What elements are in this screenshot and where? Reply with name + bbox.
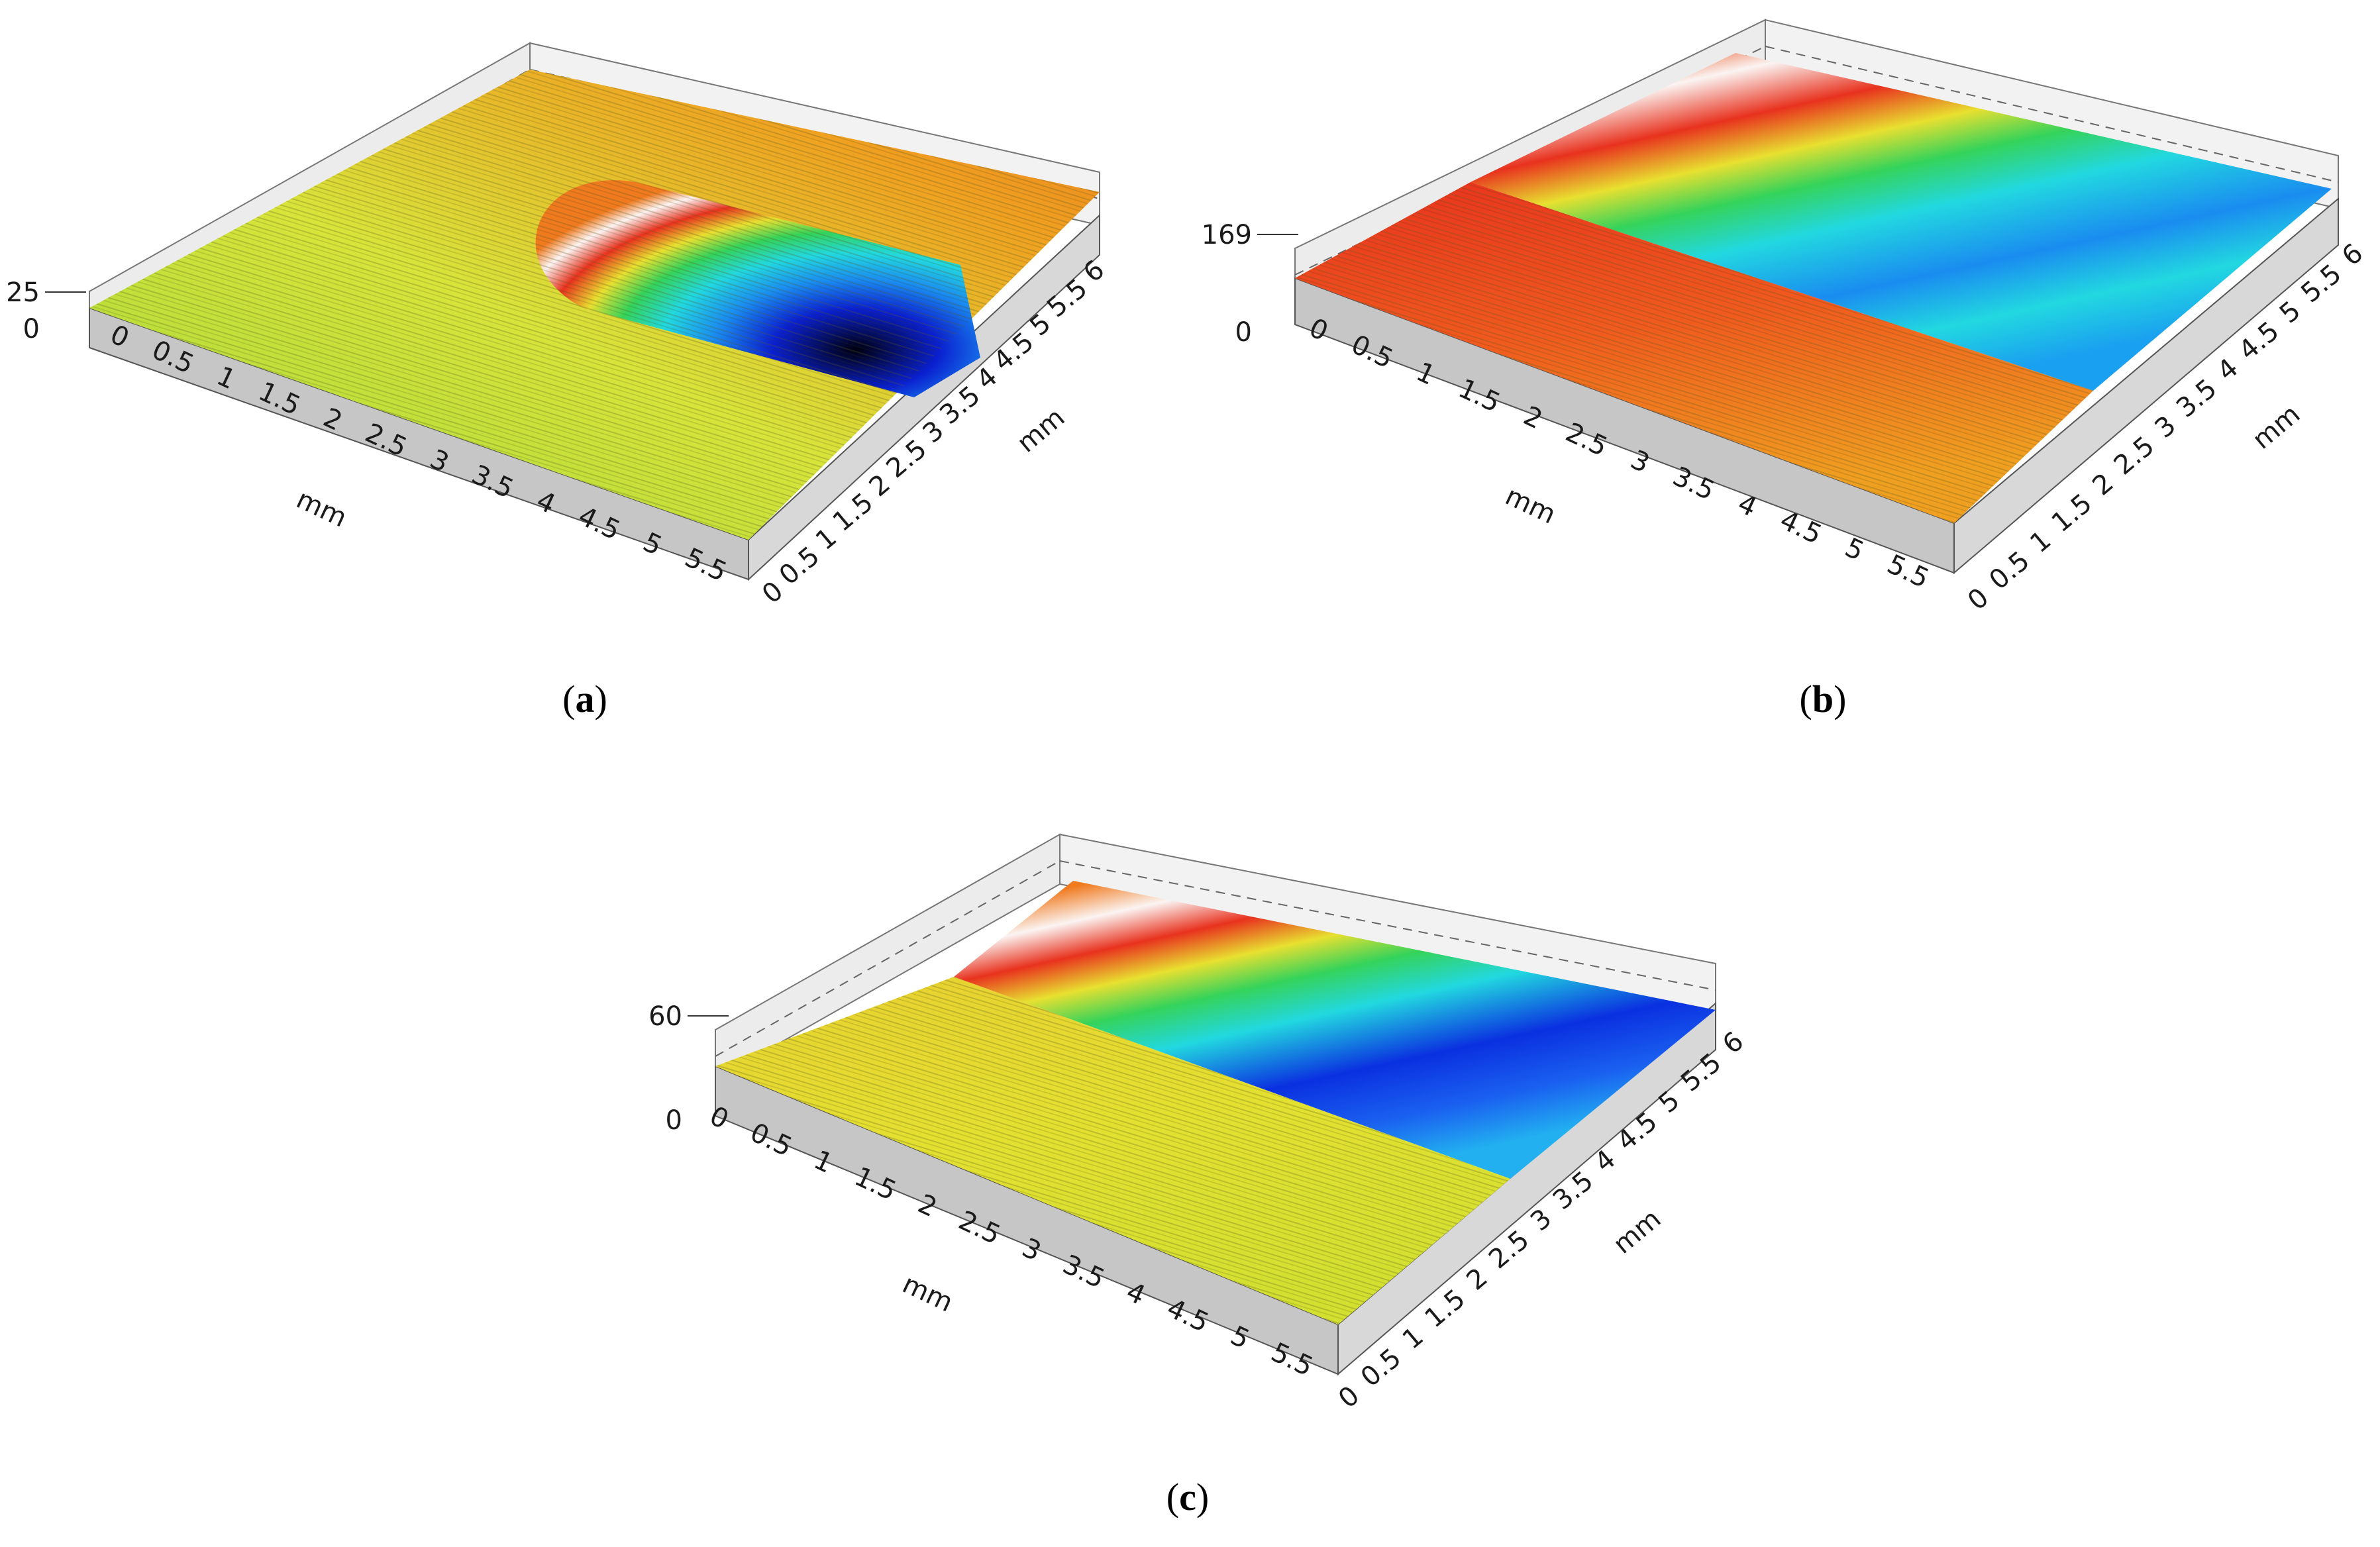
panel-b-y-tick: 0.5 bbox=[1984, 546, 2036, 596]
panel-b-y-tick: 2 bbox=[2087, 468, 2119, 502]
panel-c-y-tick: 6 bbox=[1717, 1026, 1749, 1060]
panel-b-y-tick: 6 bbox=[2336, 238, 2369, 272]
panel-b-x-unit: mm bbox=[1500, 481, 1560, 530]
panel-a-caption: (a) bbox=[562, 677, 607, 721]
panel-a-z-tick: 25 bbox=[6, 277, 40, 308]
panel-c-groove bbox=[954, 881, 1716, 1179]
panel-b-x-tick: 5 bbox=[1840, 532, 1869, 567]
panel-b-caption: (b) bbox=[1800, 677, 1847, 721]
panel-b-x-tick: 4 bbox=[1733, 488, 1762, 523]
panel-b bbox=[1294, 19, 2339, 575]
panel-a-y-unit: mm bbox=[1011, 402, 1070, 458]
panel-b-y-tick: 0 bbox=[1962, 582, 1994, 617]
panel-b-right-side bbox=[1953, 197, 2339, 575]
panel-c-y-tick: 1 bbox=[1397, 1321, 1429, 1356]
panel-b-groove bbox=[1471, 53, 2332, 391]
panel-a bbox=[89, 42, 1100, 581]
panel-b-y-tick: 5 bbox=[2274, 295, 2306, 330]
panel-b-z-tick: 169 bbox=[1202, 220, 1252, 250]
panel-b-y-tick: 3 bbox=[2149, 410, 2182, 444]
panel-a-z-tick: 0 bbox=[23, 314, 40, 344]
panel-b-y-tick: 4 bbox=[2212, 353, 2244, 387]
panel-c-z-tick: 0 bbox=[666, 1105, 682, 1136]
panel-b-y-tick: 1.5 bbox=[2046, 488, 2098, 538]
panel-c-z-tick: 60 bbox=[648, 1001, 682, 1032]
panel-a-x-unit: mm bbox=[291, 484, 351, 534]
panel-b-y-unit: mm bbox=[2247, 399, 2306, 455]
panel-c-y-tick: 0 bbox=[1333, 1380, 1365, 1415]
panel-c-caption: (c) bbox=[1166, 1475, 1209, 1519]
panel-c-y-tick: 2 bbox=[1461, 1262, 1493, 1297]
panel-c-x-unit: mm bbox=[898, 1269, 957, 1319]
panel-b-y-tick: 1 bbox=[2024, 525, 2057, 560]
panel-c bbox=[715, 833, 1716, 1376]
panel-b-z-tick: 0 bbox=[1235, 317, 1252, 348]
panel-b-y-tick: 2.5 bbox=[2108, 430, 2160, 481]
panel-c-y-unit: mm bbox=[1608, 1203, 1667, 1260]
panel-a-right-side bbox=[748, 213, 1100, 581]
